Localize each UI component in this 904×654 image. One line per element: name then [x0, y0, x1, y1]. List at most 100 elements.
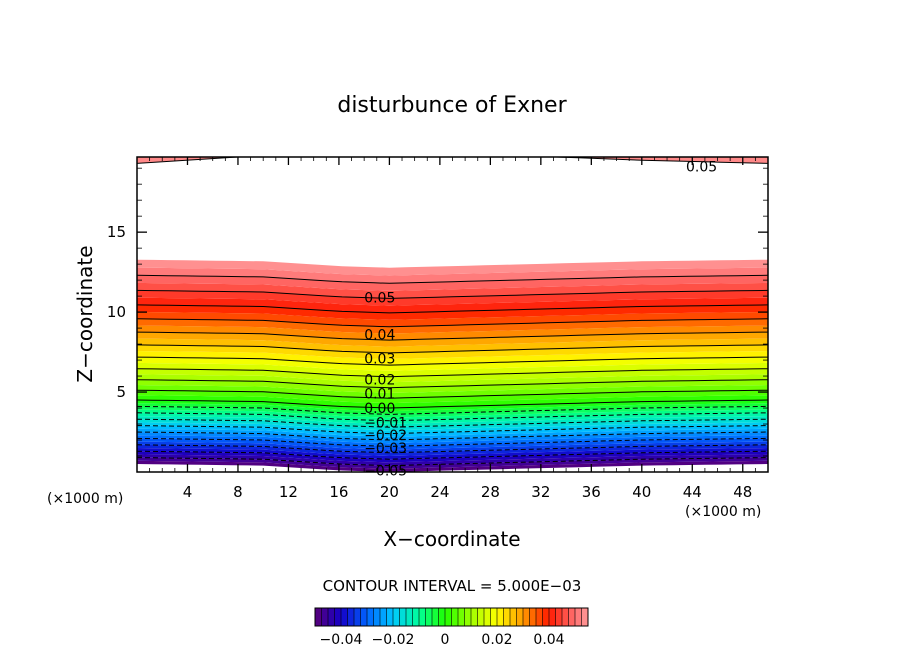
colorbar-labels: −0.04 −0.02 0 0.02 0.04: [320, 632, 565, 648]
contour-line-7: [137, 412, 768, 422]
chart-title: disturbunce of Exner: [337, 93, 567, 118]
y-axis-title: Z−coordinate: [73, 245, 97, 382]
colorbar-tick-label-2: 0: [441, 632, 450, 648]
colorbar-tick-label-1: −0.02: [372, 632, 415, 648]
colorbar-swatch-37: [555, 608, 563, 626]
contour-lines: [137, 157, 768, 467]
contour-fill: [137, 157, 768, 472]
contour-interval-text: CONTOUR INTERVAL = 5.000E−03: [323, 577, 582, 595]
contour-label-6: −0.01: [364, 415, 407, 431]
x-tick-label-0: 4: [183, 483, 193, 501]
colorbar-swatch-20: [445, 608, 452, 626]
contour-line-8: [137, 405, 768, 415]
colorbar-swatch-34: [536, 608, 543, 626]
colorbar-swatch-29: [503, 608, 511, 626]
contour-label-7: −0.02: [364, 428, 407, 444]
x-tick-label-7: 32: [531, 483, 550, 501]
contour-line-17: [137, 304, 768, 314]
colorbar-swatch-12: [393, 608, 400, 626]
contour-line-5: [137, 425, 768, 435]
x-tick-labels: 4 8 12 16 20 24 28 32 36 40 44 48: [183, 483, 753, 501]
x-tick-label-6: 28: [481, 483, 500, 501]
x-axis-title: X−coordinate: [383, 527, 520, 551]
contour-band-34: [137, 311, 768, 327]
contour-band-41: [137, 259, 768, 276]
contour-line-18: [137, 289, 768, 299]
colorbar-swatch-30: [510, 608, 517, 626]
contour-band-18: [137, 403, 768, 415]
colorbar-swatch-22: [458, 608, 465, 626]
contour-line-19: [137, 274, 768, 284]
colorbar-swatch-1: [321, 608, 329, 626]
contour-line-9: [137, 399, 768, 409]
contour-line-10: [137, 389, 768, 399]
colorbar-swatch-7: [360, 608, 368, 626]
colorbar-swatch-2: [328, 608, 335, 626]
contour-line-6: [137, 418, 768, 428]
colorbar-swatch-40: [575, 608, 582, 626]
contour-label-3: 0.02: [364, 372, 395, 388]
colorbar-swatch-38: [562, 608, 569, 626]
x-tick-label-3: 16: [329, 483, 348, 501]
colorbar-swatch-24: [471, 608, 478, 626]
colorbar-swatch-27: [490, 608, 498, 626]
colorbar-swatch-31: [516, 608, 524, 626]
contour-line-4: [137, 431, 768, 441]
colorbar-swatch-35: [542, 608, 550, 626]
x-tick-label-10: 44: [683, 483, 702, 501]
contour-line-16: [137, 318, 768, 328]
colorbar-swatch-10: [380, 608, 387, 626]
contour-band-40: [137, 267, 768, 284]
colorbar-swatch-16: [419, 608, 426, 626]
contour-band-0: [137, 460, 768, 472]
colorbar-swatch-9: [373, 608, 381, 626]
contour-label-1: 0.04: [364, 328, 395, 344]
contour-band-38: [137, 282, 768, 299]
contour-label-0: 0.05: [364, 291, 395, 307]
colorbar-swatch-11: [386, 608, 394, 626]
contour-label-4: 0.01: [364, 387, 395, 403]
colorbar-swatch-36: [549, 608, 556, 626]
contour-band-4: [137, 448, 768, 460]
contour-band-16: [137, 409, 768, 421]
y-tick-labels: 5 10 15: [107, 223, 126, 401]
contour-line-14: [137, 344, 768, 354]
contour-band-2: [137, 454, 768, 466]
y-tick-label-0: 5: [116, 383, 126, 401]
top-contour-line: [137, 157, 768, 164]
x-tick-label-8: 36: [582, 483, 601, 501]
contour-line-15: [137, 331, 768, 341]
x-unit-label: (×1000 m): [685, 504, 761, 520]
colorbar-swatch-25: [477, 608, 485, 626]
contour-line-3: [137, 437, 768, 447]
contour-band-29: [137, 344, 768, 359]
colorbar-swatch-23: [464, 608, 472, 626]
colorbar-swatch-21: [451, 608, 459, 626]
x-tick-label-9: 40: [632, 483, 651, 501]
contour-line-13: [137, 356, 768, 366]
contour-band-28: [137, 351, 768, 366]
axis-ticks: [137, 157, 768, 472]
contour-band-12: [137, 422, 768, 434]
contour-band-36: [137, 297, 768, 313]
colorbar-swatch-18: [432, 608, 439, 626]
contour-line-2: [137, 444, 768, 454]
contour-label-2: 0.03: [364, 352, 395, 368]
colorbar-swatch-14: [406, 608, 413, 626]
contour-band-14: [137, 416, 768, 428]
x-tick-label-1: 8: [233, 483, 243, 501]
colorbar-swatch-26: [484, 608, 491, 626]
contour-labels: 0.050.040.030.020.010.00−0.01−0.02−0.03−…: [364, 160, 717, 480]
colorbar-swatch-5: [347, 608, 355, 626]
contour-band-24: [137, 374, 768, 388]
x-tick-label-4: 20: [380, 483, 399, 501]
contour-line-1: [137, 450, 768, 460]
colorbar-swatch-28: [497, 608, 504, 626]
colorbar-tick-label-0: −0.04: [320, 632, 363, 648]
y-unit-label: (×1000 m): [47, 491, 123, 507]
contour-band-10: [137, 428, 768, 440]
colorbar-swatch-33: [529, 608, 537, 626]
colorbar-swatch-15: [412, 608, 420, 626]
colorbar-swatch-32: [523, 608, 530, 626]
contour-line-0: [137, 457, 768, 467]
